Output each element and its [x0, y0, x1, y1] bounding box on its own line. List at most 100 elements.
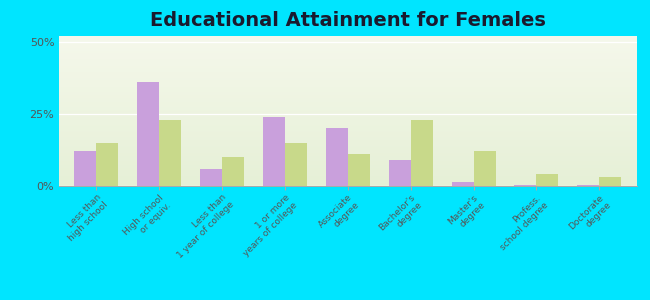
Title: Educational Attainment for Females: Educational Attainment for Females [150, 11, 546, 30]
Bar [58, 99, 637, 100]
Bar [58, 57, 637, 58]
Bar [222, 157, 244, 186]
Bar [58, 90, 637, 92]
Bar [58, 38, 637, 39]
Bar [58, 164, 637, 165]
Bar [58, 172, 637, 174]
Bar [58, 60, 637, 61]
Bar [58, 51, 637, 52]
Bar [58, 184, 637, 186]
Bar [58, 128, 637, 129]
Bar [58, 112, 637, 114]
Bar [58, 68, 637, 69]
Bar [58, 74, 637, 75]
Bar [58, 162, 637, 164]
Bar [58, 46, 637, 48]
Bar [58, 150, 637, 152]
Bar [58, 154, 637, 156]
Bar [58, 134, 637, 135]
Bar [58, 130, 637, 132]
Bar [58, 176, 637, 177]
Bar [58, 165, 637, 166]
Bar [74, 152, 96, 186]
Bar [58, 88, 637, 90]
Bar [58, 94, 637, 96]
Bar [58, 66, 637, 68]
Bar [58, 116, 637, 117]
Bar [58, 103, 637, 105]
Bar [58, 159, 637, 160]
Bar [58, 177, 637, 178]
Bar [58, 108, 637, 110]
Bar [58, 144, 637, 146]
Bar [58, 92, 637, 93]
Bar [536, 175, 558, 186]
Bar [58, 178, 637, 180]
Bar [58, 114, 637, 116]
Bar [58, 138, 637, 140]
Bar [58, 147, 637, 148]
Bar [577, 184, 599, 186]
Bar [58, 183, 637, 184]
Bar [58, 36, 637, 38]
Bar [58, 93, 637, 94]
Bar [58, 129, 637, 130]
Bar [58, 58, 637, 60]
Bar [58, 120, 637, 122]
Bar [58, 146, 637, 147]
Bar [58, 80, 637, 81]
Bar [599, 177, 621, 186]
Bar [58, 124, 637, 126]
Bar [58, 126, 637, 128]
Bar [58, 76, 637, 78]
Bar [58, 105, 637, 106]
Bar [58, 69, 637, 70]
Bar [58, 182, 637, 183]
Bar [58, 52, 637, 54]
Bar [58, 85, 637, 87]
Bar [58, 40, 637, 42]
Bar [58, 171, 637, 172]
Bar [58, 142, 637, 144]
Bar [58, 106, 637, 108]
Bar [58, 174, 637, 176]
Bar [58, 50, 637, 51]
Bar [58, 140, 637, 141]
Bar [58, 118, 637, 120]
Bar [348, 154, 370, 186]
Bar [58, 64, 637, 66]
Bar [58, 100, 637, 102]
Bar [58, 158, 637, 159]
Bar [58, 156, 637, 158]
Bar [58, 44, 637, 45]
Bar [326, 128, 348, 186]
Bar [58, 102, 637, 104]
Bar [389, 160, 411, 186]
Bar [514, 184, 536, 186]
Bar [58, 123, 637, 124]
Bar [58, 42, 637, 44]
Bar [159, 120, 181, 186]
Bar [58, 110, 637, 111]
Bar [58, 70, 637, 72]
Bar [58, 48, 637, 50]
Bar [58, 153, 637, 154]
Bar [58, 96, 637, 98]
Bar [58, 180, 637, 182]
Bar [58, 169, 637, 171]
Bar [58, 148, 637, 150]
Bar [58, 141, 637, 142]
Bar [58, 168, 637, 170]
Bar [58, 136, 637, 138]
Bar [58, 84, 637, 86]
Bar [263, 117, 285, 186]
Bar [58, 122, 637, 123]
Bar [137, 82, 159, 186]
Bar [58, 98, 637, 99]
Bar [58, 78, 637, 80]
Bar [96, 143, 118, 186]
Bar [58, 45, 637, 46]
Bar [285, 143, 307, 186]
Bar [452, 182, 473, 186]
Bar [58, 87, 637, 88]
